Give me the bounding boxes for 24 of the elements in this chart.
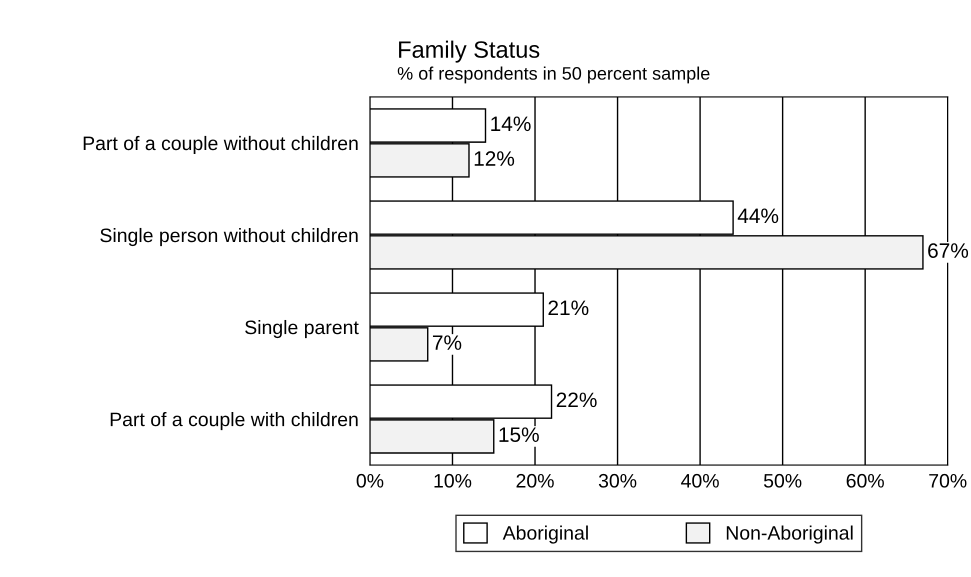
x-tick-label: 10% (434, 474, 472, 488)
data-label: 67% (928, 243, 968, 258)
x-tick-label: 50% (764, 474, 802, 488)
data-label: 15% (500, 427, 539, 442)
data-label: 21% (548, 300, 588, 316)
chart-title: Family Status (399, 40, 540, 63)
y-tick-label: Part of a couple with children (110, 412, 358, 430)
data-label: 22% (556, 392, 597, 408)
x-tick-label: 40% (681, 474, 719, 488)
x-tick-label: 20% (516, 474, 554, 488)
x-tick-label: 60% (846, 474, 884, 488)
data-label: 12% (474, 151, 514, 166)
y-tick-label: Part of a couple without children (84, 136, 358, 154)
y-tick-label: Single parent (245, 320, 359, 338)
x-tick-label: 0% (356, 474, 384, 488)
chart-subtitle: % of respondents in 50 percent sample (398, 66, 710, 84)
legend-label: Non-Aboriginal (726, 525, 853, 544)
x-tick-label: 70% (929, 474, 966, 488)
x-tick-label: 30% (598, 474, 636, 488)
data-label: 14% (491, 116, 531, 132)
legend-label: Aboriginal (502, 525, 588, 544)
y-tick-label: Single person without children (100, 228, 358, 246)
data-label: 7% (432, 335, 462, 350)
data-label: 44% (738, 208, 778, 224)
